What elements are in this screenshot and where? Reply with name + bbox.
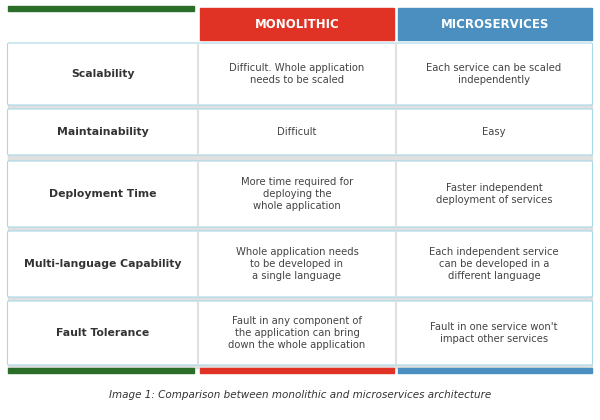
Bar: [398, 368, 592, 373]
Bar: [200, 8, 394, 40]
Text: Whole application needs
to be developed in
a single language: Whole application needs to be developed …: [236, 247, 358, 281]
Text: Image 1: Comparison between monolithic and microservices architecture: Image 1: Comparison between monolithic a…: [109, 390, 491, 400]
Text: Difficult: Difficult: [277, 127, 317, 137]
FancyBboxPatch shape: [7, 43, 593, 105]
Bar: [8, 226, 592, 232]
Bar: [398, 8, 592, 40]
Bar: [8, 154, 592, 162]
Text: More time required for
deploying the
whole application: More time required for deploying the who…: [241, 177, 353, 210]
Text: Easy: Easy: [482, 127, 506, 137]
Text: Difficult. Whole application
needs to be scaled: Difficult. Whole application needs to be…: [229, 63, 365, 85]
Bar: [8, 368, 194, 373]
Text: Deployment Time: Deployment Time: [49, 189, 157, 199]
FancyBboxPatch shape: [7, 301, 593, 365]
Text: Fault in any component of
the application can bring
down the whole application: Fault in any component of the applicatio…: [229, 316, 365, 349]
Text: Maintainability: Maintainability: [57, 127, 149, 137]
Bar: [8, 296, 592, 302]
Bar: [8, 6, 194, 11]
Text: Fault in one service won't
impact other services: Fault in one service won't impact other …: [430, 322, 558, 344]
Text: MICROSERVICES: MICROSERVICES: [441, 18, 549, 31]
Bar: [8, 104, 592, 110]
Text: Each service can be scaled
independently: Each service can be scaled independently: [427, 63, 562, 85]
FancyBboxPatch shape: [7, 231, 593, 297]
Text: Each independent service
can be developed in a
different language: Each independent service can be develope…: [429, 247, 559, 281]
Text: Faster independent
deployment of services: Faster independent deployment of service…: [436, 183, 552, 205]
Bar: [8, 364, 592, 368]
Text: Fault Tolerance: Fault Tolerance: [56, 328, 149, 338]
FancyBboxPatch shape: [7, 109, 593, 155]
Text: MONOLITHIC: MONOLITHIC: [254, 18, 340, 31]
Text: Multi-language Capability: Multi-language Capability: [24, 259, 182, 269]
Bar: [200, 368, 394, 373]
Text: Scalability: Scalability: [71, 69, 135, 79]
FancyBboxPatch shape: [7, 161, 593, 227]
